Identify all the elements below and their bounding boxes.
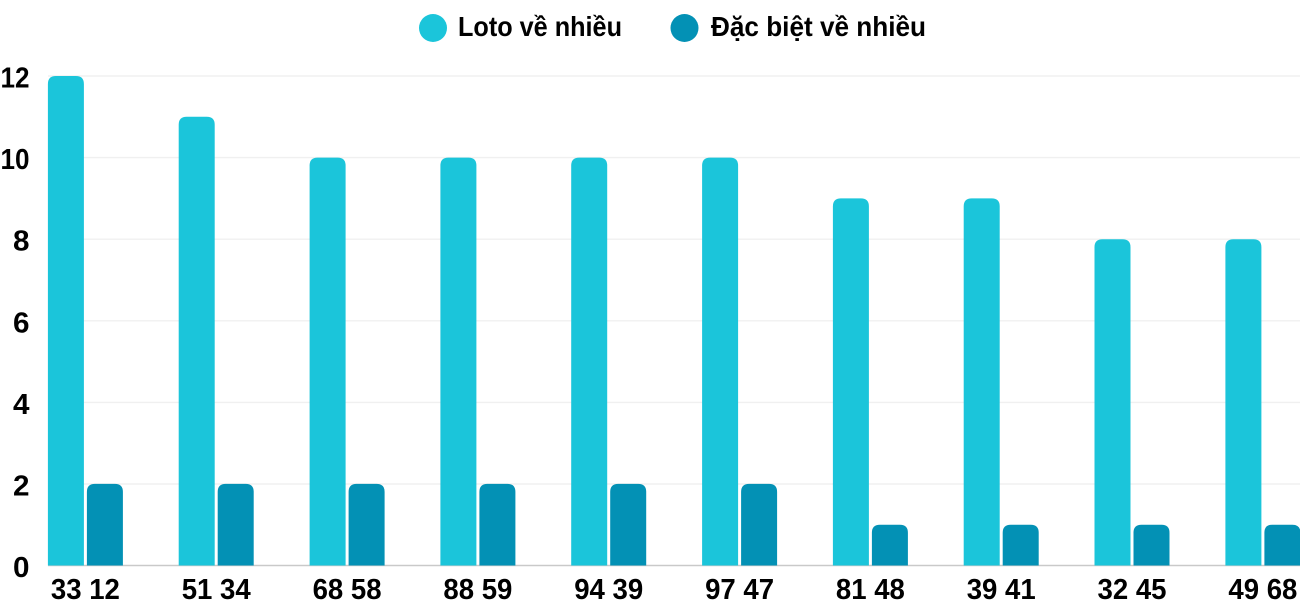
svg-text:8: 8	[13, 226, 30, 258]
svg-text:94 39: 94 39	[574, 574, 643, 600]
svg-text:49 68: 49 68	[1228, 574, 1297, 600]
svg-text:0: 0	[13, 552, 30, 584]
svg-text:39 41: 39 41	[967, 574, 1036, 600]
svg-text:97 47: 97 47	[705, 574, 774, 600]
svg-text:12: 12	[1, 63, 30, 95]
svg-text:2: 2	[13, 471, 30, 503]
svg-text:33 12: 33 12	[51, 574, 120, 600]
svg-text:51 34: 51 34	[182, 574, 251, 600]
svg-text:68 58: 68 58	[313, 574, 382, 600]
svg-text:32 45: 32 45	[1098, 574, 1167, 600]
svg-text:88 59: 88 59	[443, 574, 512, 600]
svg-text:6: 6	[13, 307, 30, 339]
svg-text:Loto về nhiều: Loto về nhiều	[458, 11, 622, 42]
svg-text:4: 4	[13, 389, 30, 421]
svg-text:10: 10	[1, 144, 30, 176]
svg-text:Đặc biệt về nhiều: Đặc biệt về nhiều	[711, 11, 926, 42]
svg-text:81 48: 81 48	[836, 574, 905, 600]
